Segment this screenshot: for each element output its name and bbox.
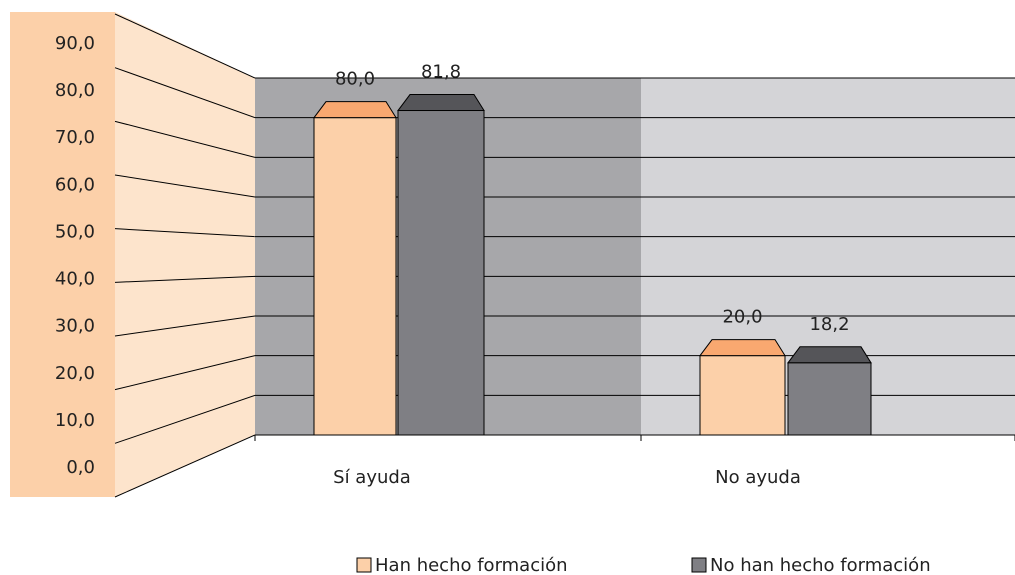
x-tick-label: Sí ayuda — [333, 467, 411, 488]
y-tick-label: 0,0 — [66, 457, 95, 478]
wall-line — [114, 13, 256, 79]
legend-label: Han hecho formación — [375, 555, 568, 575]
bar-cap — [397, 94, 485, 112]
y-tick-label: 20,0 — [55, 363, 95, 384]
wall-line — [114, 355, 256, 391]
y-tick-label: 90,0 — [55, 33, 95, 54]
bar-cap — [313, 101, 397, 119]
wall-line — [114, 315, 256, 337]
wall-line — [114, 394, 256, 444]
value-label: 81,8 — [421, 62, 461, 83]
y-tick-label: 80,0 — [55, 80, 95, 101]
y-tick-label: 30,0 — [55, 316, 95, 337]
bar — [397, 110, 485, 436]
x-tick-label: No ayuda — [715, 467, 801, 488]
y-tick-label: 70,0 — [55, 127, 95, 148]
bar — [787, 362, 872, 436]
legend-swatch — [356, 557, 372, 573]
legend-label: No han hecho formación — [710, 555, 931, 575]
wall-line — [114, 67, 256, 119]
bar — [699, 355, 786, 436]
wall-side — [10, 12, 115, 497]
wall-line — [114, 228, 256, 238]
value-label: 80,0 — [335, 69, 375, 90]
wall-line — [114, 434, 256, 498]
wall-line — [114, 174, 256, 198]
legend-swatch — [691, 557, 707, 573]
y-tick-label: 40,0 — [55, 269, 95, 290]
value-label: 18,2 — [809, 314, 849, 335]
wall-line — [114, 120, 256, 158]
bar — [313, 117, 397, 436]
y-tick-label: 60,0 — [55, 174, 95, 195]
bar-cap — [787, 346, 872, 364]
value-label: 20,0 — [722, 307, 762, 328]
wall-line — [114, 275, 256, 283]
bar-cap — [699, 339, 786, 357]
y-tick-label: 10,0 — [55, 410, 95, 431]
y-tick-label: 50,0 — [55, 221, 95, 242]
